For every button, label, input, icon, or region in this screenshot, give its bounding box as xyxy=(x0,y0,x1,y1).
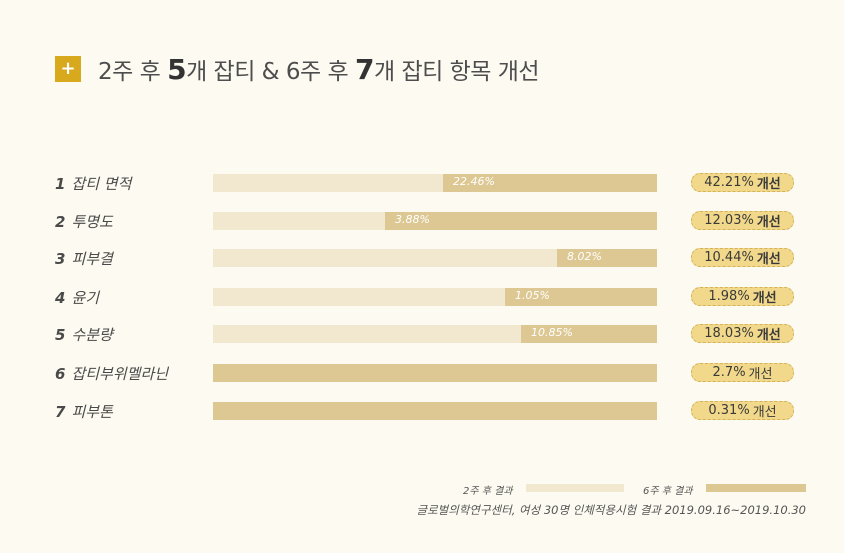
category-number: 1 xyxy=(55,175,66,193)
category-name: 윤기 xyxy=(71,289,100,307)
bar-6w xyxy=(213,364,657,382)
bar-value-label: 22.46% xyxy=(453,175,495,188)
improvement-value: 12.03% xyxy=(704,213,754,228)
legend-swatch-2w xyxy=(526,484,624,492)
bar-6w: 10.85% xyxy=(521,325,657,343)
bar-6w: 8.02% xyxy=(557,249,657,267)
plus-icon: + xyxy=(55,56,81,82)
improvement-badge: 18.03% 개선 xyxy=(691,324,794,343)
category-label: 1 잡티 면적 xyxy=(55,173,131,194)
improvement-suffix: 개선 xyxy=(756,328,781,343)
improvement-value: 1.98% xyxy=(708,289,750,304)
category-number: 3 xyxy=(55,250,66,268)
bar-value-label: 1.05% xyxy=(515,289,550,302)
bar-2w: 10.85% xyxy=(213,325,657,343)
bar-6w: 1.05% xyxy=(505,288,657,306)
bar-value-label: 3.88% xyxy=(395,213,430,226)
bar-2w: 22.46% xyxy=(213,174,657,192)
category-label: 7 피부톤 xyxy=(55,401,113,422)
category-number: 7 xyxy=(55,403,66,421)
bar-2w xyxy=(213,364,657,382)
improvement-badge: 1.98% 개선 xyxy=(691,287,794,306)
improvement-badge: 12.03% 개선 xyxy=(691,211,794,230)
bar-2w xyxy=(213,402,657,420)
category-name: 피부결 xyxy=(71,250,113,268)
improvement-suffix: 개선 xyxy=(752,405,777,420)
bar-6w: 3.88% xyxy=(385,212,657,230)
improvement-suffix: 개선 xyxy=(756,215,781,230)
category-name: 투명도 xyxy=(71,213,113,231)
improvement-value: 0.31% xyxy=(708,403,750,418)
improvement-value: 10.44% xyxy=(704,250,754,265)
category-number: 2 xyxy=(55,213,66,231)
category-name: 잡티부위멜라닌 xyxy=(71,365,169,383)
title-bar: + 2주 후 5개 잡티 & 6주 후 7개 잡티 항목 개선 xyxy=(55,52,540,86)
category-label: 3 피부결 xyxy=(55,248,113,269)
bar-2w: 3.88% xyxy=(213,212,657,230)
source-note: 글로벌의학연구센터, 여성 30명 인체적용시험 결과 2019.09.16~2… xyxy=(416,503,807,517)
improvement-badge: 42.21% 개선 xyxy=(691,173,794,192)
improvement-value: 18.03% xyxy=(704,326,754,341)
improvement-badge: 0.31% 개선 xyxy=(691,401,794,420)
category-number: 6 xyxy=(55,365,66,383)
category-label: 5 수분량 xyxy=(55,324,113,345)
category-name: 피부톤 xyxy=(71,403,113,421)
category-number: 5 xyxy=(55,326,66,344)
category-number: 4 xyxy=(55,289,66,307)
improvement-suffix: 개선 xyxy=(756,252,781,267)
legend-swatch-6w xyxy=(706,484,806,492)
chart-title: 2주 후 5개 잡티 & 6주 후 7개 잡티 항목 개선 xyxy=(98,53,540,86)
category-name: 수분량 xyxy=(71,326,113,344)
category-name: 잡티 면적 xyxy=(71,175,132,193)
category-label: 6 잡티부위멜라닌 xyxy=(55,363,168,384)
bar-2w: 1.05% xyxy=(213,288,657,306)
improvement-suffix: 개선 xyxy=(752,291,777,306)
improvement-suffix: 개선 xyxy=(748,367,773,382)
improvement-suffix: 개선 xyxy=(756,177,781,192)
improvement-value: 42.21% xyxy=(704,175,754,190)
bar-value-label: 8.02% xyxy=(567,250,602,263)
legend-label-2w: 2주 후 결과 xyxy=(463,486,513,497)
bar-6w xyxy=(213,402,657,420)
bar-2w: 8.02% xyxy=(213,249,657,267)
improvement-value: 2.7% xyxy=(712,365,746,380)
bar-6w: 22.46% xyxy=(443,174,657,192)
category-label: 4 윤기 xyxy=(55,287,99,308)
improvement-badge: 10.44% 개선 xyxy=(691,248,794,267)
legend-label-6w: 6주 후 결과 xyxy=(643,486,693,497)
improvement-badge: 2.7% 개선 xyxy=(691,363,794,382)
bar-value-label: 10.85% xyxy=(531,326,573,339)
category-label: 2 투명도 xyxy=(55,211,113,232)
